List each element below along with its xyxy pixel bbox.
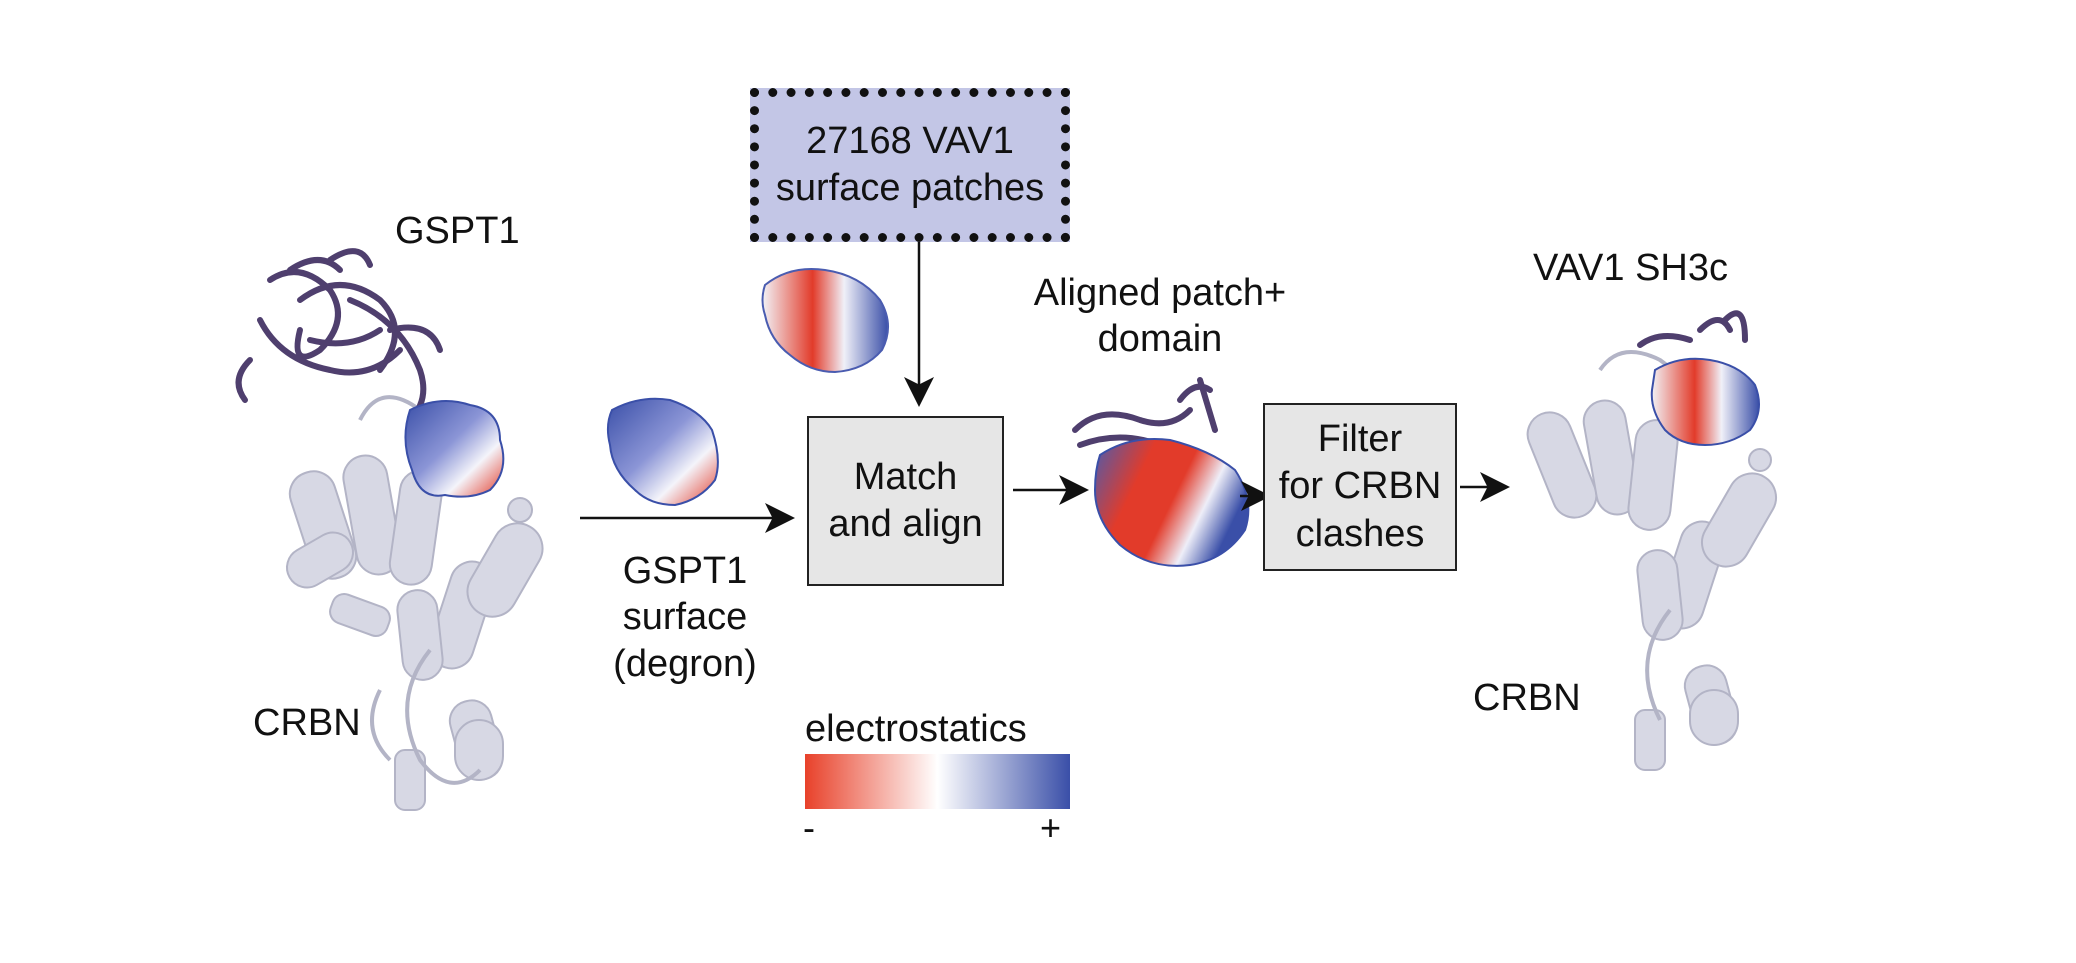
gspt1-surface-line-2: surface — [622, 596, 748, 639]
filter-line-3: clashes — [1295, 512, 1425, 555]
match-line-2: and align — [828, 503, 983, 545]
gspt1-surface-line-1: GSPT1 — [622, 550, 748, 592]
vav1-sample-patch — [761, 268, 889, 374]
match-align-box: Match and align — [807, 416, 1004, 586]
degron-patch-left — [404, 400, 505, 498]
legend-minus: - — [803, 807, 815, 848]
patches-line-1: 27168 VAV1 — [806, 119, 1014, 162]
legend-plus: + — [1040, 807, 1062, 848]
gspt1-surface-label: GSPT1 surface (degron) — [600, 548, 770, 687]
vav1-patches-box: 27168 VAV1 surface patches — [750, 88, 1070, 242]
gspt1-surface-patch — [606, 397, 719, 507]
gspt1-domain-structure — [235, 248, 443, 423]
gspt1-surface-line-3: (degron) — [613, 642, 757, 685]
patches-line-2: surface patches — [775, 167, 1045, 209]
aligned-line-2: domain — [1097, 318, 1223, 361]
crbn-right-structure — [1526, 350, 1777, 771]
crbn-right-label: CRBN — [1473, 677, 1581, 719]
filter-line-2: for CRBN — [1278, 465, 1442, 508]
aligned-label: Aligned patch+ domain — [1020, 270, 1300, 363]
legend-title: electrostatics — [805, 708, 1027, 750]
aligned-line-1: Aligned patch+ — [1033, 272, 1287, 314]
vav1-sh3c-label: VAV1 SH3c — [1533, 247, 1729, 289]
gspt1-label: GSPT1 — [395, 210, 520, 252]
filter-line-1: Filter — [1317, 417, 1403, 460]
electrostatics-gradient — [805, 754, 1070, 809]
crbn-left-structure — [286, 395, 544, 811]
aligned-patch — [1093, 438, 1250, 567]
vav1-sh3c-domain-structure — [1637, 310, 1748, 348]
aligned-domain-structure — [1072, 377, 1218, 448]
crbn-left-label: CRBN — [253, 702, 361, 744]
match-line-1: Match — [853, 455, 958, 498]
filter-clashes-box: Filter for CRBN clashes — [1263, 403, 1457, 571]
vav1-sh3c-patch — [1650, 357, 1760, 447]
